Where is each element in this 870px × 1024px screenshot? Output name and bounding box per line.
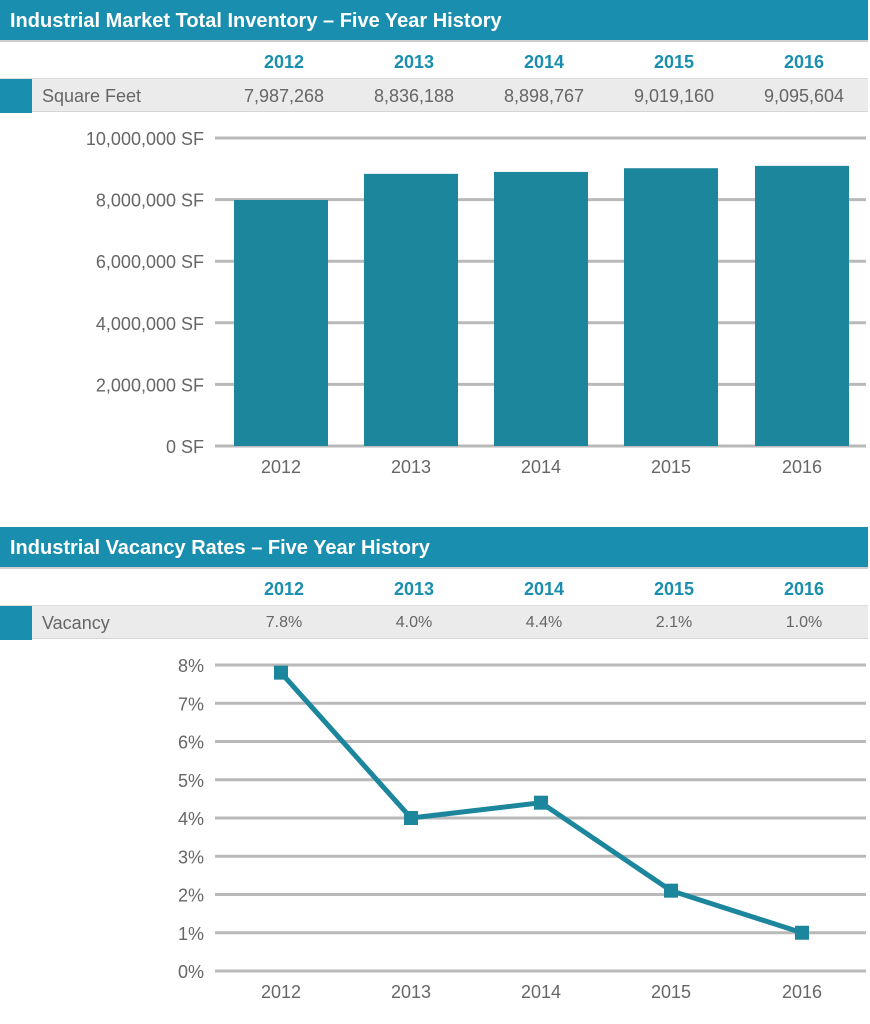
vacancy-year-2014: 2014 [523,579,565,599]
y-tick-label: 5% [178,771,204,791]
x-tick-label: 2014 [521,457,561,477]
y-tick-label: 0 SF [166,437,204,457]
x-tick-label: 2013 [391,982,431,1002]
x-tick-label: 2016 [782,982,822,1002]
x-tick-label: 2012 [261,982,301,1002]
vacancy-value-2012: 7.8% [265,614,303,631]
vacancy-value-2015: 2.1% [655,614,693,631]
vacancy-year-2012: 2012 [263,579,305,599]
inventory-year-2012: 2012 [263,52,305,72]
vacancy-title: Industrial Vacancy Rates – Five Year His… [0,527,868,569]
bar [624,168,718,446]
bar [234,199,328,446]
row-swatch [0,606,32,640]
vacancy-year-header: 2012 2013 2014 2015 2016 [0,571,870,605]
inventory-year-2016: 2016 [783,52,825,72]
inventory-value-2014: 8,898,767 [503,86,585,106]
y-tick-label: 4,000,000 SF [96,314,204,334]
x-tick-label: 2015 [651,982,691,1002]
y-tick-label: 0% [178,962,204,982]
vacancy-year-2016: 2016 [783,579,825,599]
vacancy-year-2015: 2015 [653,579,695,599]
x-tick-label: 2013 [391,457,431,477]
inventory-value-2012: 7,987,268 [243,86,325,106]
y-tick-label: 1% [178,924,204,944]
inventory-year-header: 2012 2013 2014 2015 2016 [0,44,870,78]
inventory-bar-chart: 0 SF 2,000,000 SF 4,000,000 SF 6,000,000 SF… [86,129,866,477]
y-tick-label: 10,000,000 SF [86,129,204,149]
y-tick-label: 4% [178,809,204,829]
vacancy-value-2014: 4.4% [525,614,563,631]
vacancy-row-label: Vacancy [42,613,110,633]
y-tick-label: 8,000,000 SF [96,191,204,211]
inventory-value-2015: 9,019,160 [633,86,715,106]
y-tick-label: 3% [178,847,204,867]
vacancy-year-2013: 2013 [393,579,435,599]
data-point [534,795,548,810]
inventory-value-2016: 9,095,604 [763,86,845,106]
y-tick-label: 2,000,000 SF [96,375,204,395]
x-tick-label: 2014 [521,982,561,1002]
data-point [274,665,288,680]
inventory-value-2013: 8,836,188 [373,86,455,106]
vacancy-line-chart: 0% 1% 2% 3% 4% 5% 6% 7% 8% 2012 2013 2014 2015 2016 [178,656,866,1002]
y-tick-label: 7% [178,694,204,714]
data-point [664,883,678,898]
inventory-year-2015: 2015 [653,52,695,72]
bar [755,165,849,446]
x-tick-label: 2012 [261,457,301,477]
inventory-square-feet-row: Square Feet 7,987,268 8,836,188 8,898,76… [0,78,868,113]
y-tick-label: 2% [178,886,204,906]
vacancy-row: Vacancy 7.8% 4.0% 4.4% 2.1% 1.0% [0,605,868,640]
bar [494,171,588,446]
y-tick-label: 8% [178,656,204,676]
inventory-title: Industrial Market Total Inventory – Five… [0,0,868,42]
row-swatch [0,79,32,113]
y-tick-label: 6,000,000 SF [96,252,204,272]
inventory-year-2014: 2014 [523,52,565,72]
vacancy-value-2016: 1.0% [785,614,823,631]
x-tick-label: 2016 [782,457,822,477]
inventory-year-2013: 2013 [393,52,435,72]
inventory-row-label: Square Feet [42,86,142,106]
data-point [404,811,418,825]
x-tick-label: 2015 [651,457,691,477]
vacancy-value-2013: 4.0% [395,614,433,631]
bar [364,173,458,447]
y-tick-label: 6% [178,733,204,753]
data-point [795,925,809,940]
